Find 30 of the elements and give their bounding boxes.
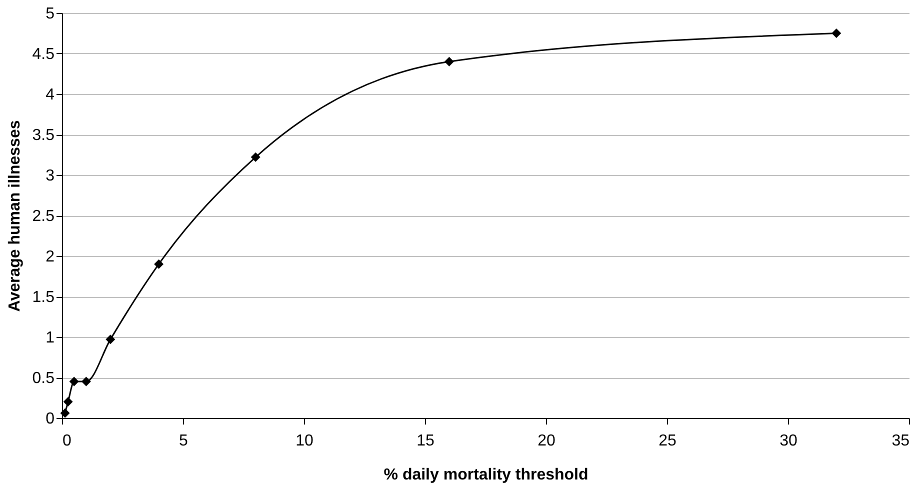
point	[63, 397, 73, 407]
x-tick-label: 30	[780, 432, 798, 450]
y-tick-label: 2	[46, 248, 55, 266]
y-tick-label: 0	[46, 410, 55, 428]
y-tick-label: 5	[46, 6, 55, 22]
point	[832, 28, 842, 38]
x-axis-title: % daily mortality threshold	[384, 466, 588, 484]
x-tick-label: 10	[296, 432, 314, 450]
y-tick-label: 3.5	[32, 127, 55, 144]
point	[444, 56, 454, 66]
x-tick-label: 35	[892, 432, 910, 450]
y-tick-label: 1	[46, 330, 55, 346]
point	[154, 259, 164, 269]
y-tick-label: 4	[46, 86, 55, 104]
y-tick-label: 4.5	[32, 46, 55, 63]
x-tick-label: 5	[179, 432, 188, 450]
y-tick-label: 1.5	[32, 289, 55, 306]
x-tick-label: 15	[416, 432, 434, 450]
point	[106, 334, 116, 344]
y-tick-label: 0.5	[32, 370, 55, 387]
x-tick-label: 20	[538, 432, 556, 450]
y-tick-label: 2.5	[32, 208, 55, 225]
y-axis-title: Average human illnesses	[6, 120, 24, 312]
x-tick-label: 0	[62, 432, 72, 450]
x-tick-label: 25	[658, 432, 676, 450]
point	[250, 152, 260, 162]
y-tick-label: 3	[46, 168, 55, 184]
point	[60, 408, 70, 418]
point	[81, 376, 91, 386]
point	[69, 376, 79, 386]
